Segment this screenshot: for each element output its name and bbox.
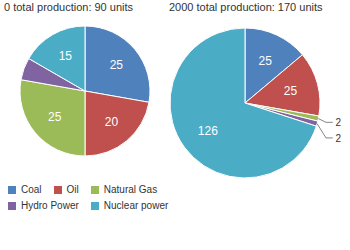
html-text:Nuclear power: Nuclear power (103, 200, 169, 211)
html-text:Coal: Coal (21, 184, 42, 195)
svg-text:20: 20 (105, 115, 119, 129)
svg-text:2: 2 (336, 117, 342, 128)
svg-text:126: 126 (198, 124, 218, 138)
html-text:Natural Gas: Natural Gas (103, 184, 158, 195)
svg-text:2: 2 (336, 133, 342, 144)
svg-text:25: 25 (48, 110, 62, 124)
svg-text:25: 25 (258, 54, 272, 68)
html-text:2000 total production: 170 uni: 2000 total production: 170 units (169, 1, 323, 13)
html-text:Hydro Power: Hydro Power (21, 200, 79, 211)
html-text:0 total production: 90 units: 0 total production: 90 units (4, 1, 133, 13)
svg-text:25: 25 (110, 58, 124, 72)
html-text:Oil: Oil (66, 184, 79, 195)
svg-text:15: 15 (59, 49, 73, 63)
svg-text:25: 25 (284, 84, 298, 98)
